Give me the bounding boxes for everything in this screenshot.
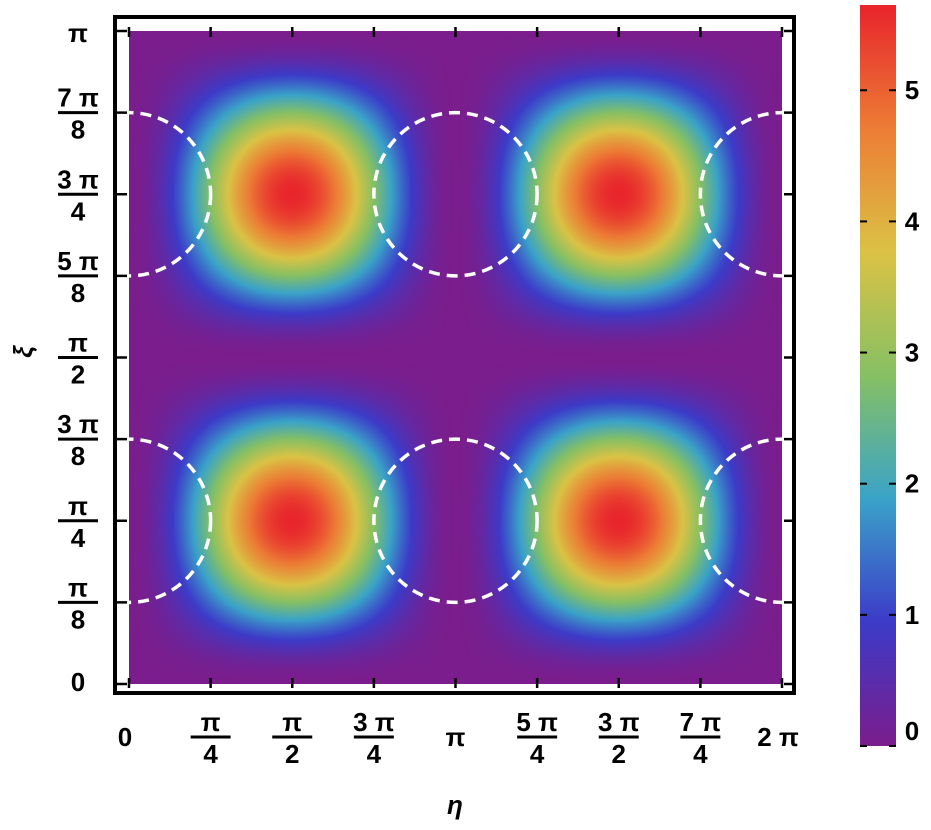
colorbar-tick-label-5: 5	[905, 75, 919, 105]
x-tick-text: 2 π	[757, 722, 799, 752]
x-axis-label: η	[447, 790, 463, 820]
x-tick-label-5: 5 π4	[516, 707, 558, 769]
dashed-circle-6	[698, 437, 782, 605]
x-tick-label-4: π	[446, 722, 466, 752]
y-tick-numerator: π	[68, 491, 88, 521]
colorbar-gradient	[860, 5, 896, 746]
dashed-circle-5	[372, 437, 539, 605]
colorbar-ticks: 0 1 2 3 4 5	[860, 75, 920, 747]
y-tick-label-6: 3 π4	[57, 164, 99, 226]
y-tick-denominator: 4	[71, 196, 86, 226]
x-tick-denominator: 4	[693, 739, 708, 769]
y-tick-label-8: π	[68, 18, 88, 48]
x-tick-denominator: 4	[530, 739, 545, 769]
y-tick-numerator: 3 π	[57, 164, 99, 194]
x-tick-numerator: π	[282, 707, 302, 737]
y-tick-label-5: 5 π8	[57, 246, 99, 308]
x-tick-label-0: 0	[118, 722, 132, 752]
y-tick-text: 0	[71, 667, 85, 697]
x-tick-label-3: 3 π4	[353, 707, 395, 769]
y-tick-label-1: π8	[58, 572, 98, 634]
y-tick-denominator: 4	[71, 523, 86, 553]
y-tick-denominator: 8	[71, 441, 85, 471]
x-tick-numerator: 5 π	[516, 707, 558, 737]
y-axis-label: ξ	[8, 345, 38, 358]
x-tick-numerator: 3 π	[353, 707, 395, 737]
y-tick-label-3: 3 π8	[57, 409, 99, 471]
x-tick-numerator: π	[201, 707, 221, 737]
x-tick-label-6: 3 π2	[598, 707, 640, 769]
x-tick-denominator: 2	[612, 739, 626, 769]
colorbar-tick-label-4: 4	[905, 206, 920, 236]
y-tick-numerator: 5 π	[57, 246, 99, 276]
dashed-circle-2	[372, 110, 539, 278]
y-tick-numerator: 3 π	[57, 409, 99, 439]
dashed-circle-1	[129, 110, 213, 278]
y-tick-numerator: π	[68, 328, 88, 358]
y-tick-text: π	[68, 18, 88, 48]
y-tick-label-0: 0	[71, 667, 85, 697]
colorbar-tick-label-3: 3	[905, 338, 919, 368]
y-tick-numerator: 7 π	[57, 83, 99, 113]
x-tick-numerator: 7 π	[680, 707, 722, 737]
plot-frame	[113, 15, 796, 695]
x-tick-denominator: 4	[203, 739, 218, 769]
x-tick-text: π	[446, 722, 466, 752]
x-tick-numerator: 3 π	[598, 707, 640, 737]
x-tick-label-2: π2	[272, 707, 313, 769]
y-tick-denominator: 8	[71, 278, 85, 308]
y-tick-numerator: π	[68, 572, 88, 602]
colorbar-tick-label-0: 0	[905, 716, 919, 746]
x-tick-label-7: 7 π4	[680, 707, 722, 769]
y-tick-label-7: 7 π8	[57, 83, 99, 145]
dashed-circle-3	[698, 110, 782, 278]
y-tick-denominator: 2	[71, 360, 85, 390]
x-tick-label-1: π4	[190, 707, 231, 769]
heatmap-surface	[129, 31, 782, 684]
dashed-circle-annotations	[129, 110, 782, 605]
y-tick-label-4: π2	[58, 328, 98, 390]
colorbar-tick-label-2: 2	[905, 469, 919, 499]
x-tick-denominator: 4	[367, 739, 382, 769]
y-tick-label-2: π4	[58, 491, 98, 553]
x-tick-text: 0	[118, 722, 132, 752]
x-tick-denominator: 2	[285, 739, 299, 769]
y-tick-denominator: 8	[71, 115, 85, 145]
x-tick-label-8: 2 π	[757, 722, 799, 752]
dashed-circle-4	[129, 437, 213, 605]
colorbar-tick-label-1: 1	[905, 600, 919, 630]
y-tick-denominator: 8	[71, 604, 85, 634]
